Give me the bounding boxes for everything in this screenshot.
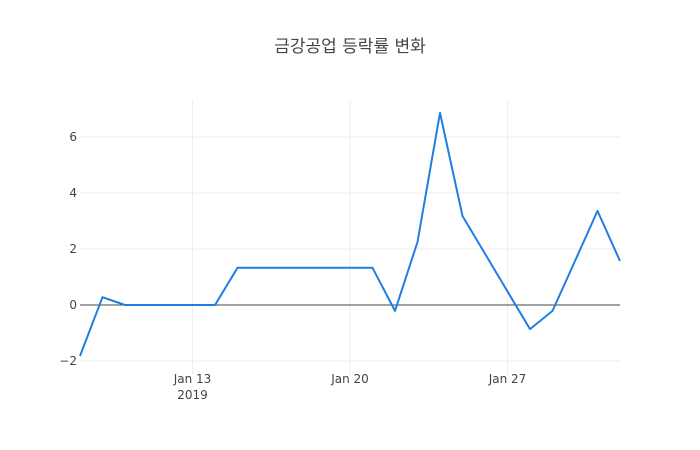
grid-lines bbox=[80, 100, 620, 375]
series-line bbox=[79, 111, 621, 357]
x-axis: Jan 13 2019 Jan 20 Jan 27 bbox=[173, 372, 527, 402]
y-tick-label: −2 bbox=[59, 354, 77, 368]
chart-title: 금강공업 등락률 변화 bbox=[274, 37, 426, 57]
x-tick-label: Jan 20 bbox=[330, 372, 369, 386]
x-tick-sublabel: 2019 bbox=[177, 388, 208, 402]
y-tick-label: 2 bbox=[69, 242, 77, 256]
y-axis: −2 0 2 4 6 bbox=[59, 130, 77, 368]
y-tick-label: 0 bbox=[69, 298, 77, 312]
y-tick-label: 6 bbox=[69, 130, 77, 144]
x-tick-label: Jan 13 bbox=[173, 372, 212, 386]
x-tick-label: Jan 27 bbox=[488, 372, 527, 386]
y-tick-label: 4 bbox=[69, 186, 77, 200]
